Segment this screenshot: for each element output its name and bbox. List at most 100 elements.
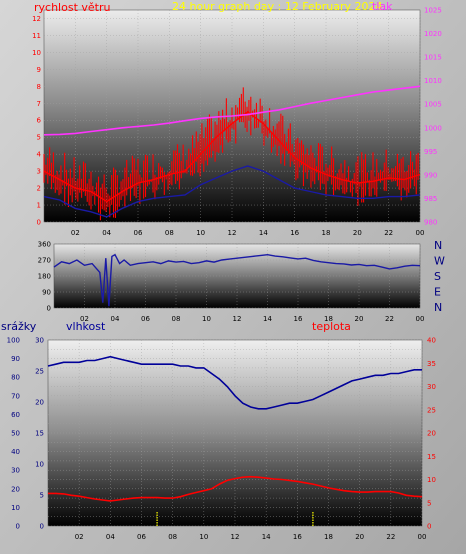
tick-label-wind: 11	[32, 32, 41, 40]
tick-label-rain: 100	[7, 337, 20, 345]
compass-letter: S	[434, 270, 441, 283]
tick-label-hour: 08	[165, 229, 174, 237]
tick-label-pressure: 1020	[424, 30, 442, 38]
tick-label-hour: 10	[199, 533, 208, 541]
tick-label-hour: 02	[71, 229, 80, 237]
tick-label-hour: 00	[416, 229, 425, 237]
tick-label-pressure: 1025	[424, 7, 442, 15]
tick-label-pressure: 980	[424, 219, 437, 227]
tick-label-hour: 20	[355, 315, 364, 323]
tick-label-wind: 7	[37, 100, 41, 108]
tick-label-wind: 0	[37, 219, 41, 227]
tick-label-direction: 360	[38, 241, 51, 249]
tick-label-hour: 06	[134, 229, 143, 237]
tick-label-rain-mm: 0	[40, 523, 44, 531]
tick-label-hour: 02	[80, 315, 89, 323]
tick-label-hour: 22	[385, 315, 394, 323]
tick-label-hour: 16	[293, 533, 302, 541]
wind-average-line	[43, 165, 421, 218]
tick-label-direction: 0	[47, 305, 51, 313]
tick-label-rain-mm: 30	[35, 337, 44, 345]
tick-label-hour: 06	[141, 315, 150, 323]
grid-bottom	[48, 339, 423, 527]
tick-label-hour: 00	[418, 533, 427, 541]
tick-label-rain-mm: 5	[40, 492, 44, 500]
temperature-label: teplota	[312, 320, 351, 333]
tick-label-pressure: 1000	[424, 124, 442, 132]
tick-label-pressure: 1005	[424, 101, 442, 109]
compass-letter: W	[434, 255, 445, 268]
tick-label-hour: 18	[324, 315, 333, 323]
tick-label-hour: 04	[102, 229, 111, 237]
tick-label-hour: 20	[353, 229, 362, 237]
tick-label-rain: 40	[11, 448, 20, 456]
tick-label-rain-mm: 10	[35, 461, 44, 469]
tick-label-rain: 20	[11, 485, 20, 493]
tick-label-rain: 80	[11, 374, 20, 382]
tick-label-pressure: 990	[424, 171, 437, 179]
wind-speed-line	[43, 110, 421, 203]
tick-label-wind: 12	[32, 15, 41, 23]
tick-label-rain: 10	[11, 504, 20, 512]
compass-letter: N	[434, 301, 442, 314]
tick-label-hour: 22	[386, 533, 395, 541]
tick-label-hour: 14	[263, 315, 272, 323]
tick-label-hour: 18	[322, 229, 331, 237]
tick-label-hour: 08	[172, 315, 181, 323]
tick-label-temperature: 40	[427, 337, 436, 345]
tick-label-hour: 14	[259, 229, 268, 237]
tick-label-wind: 5	[37, 134, 41, 142]
compass-letter: N	[434, 239, 442, 252]
tick-label-temperature: 20	[427, 430, 436, 438]
tick-label-hour: 10	[202, 315, 211, 323]
tick-label-rain-mm: 25	[35, 368, 44, 376]
tick-label-wind: 2	[37, 185, 41, 193]
rain-label: srážky	[1, 320, 37, 333]
tick-label-temperature: 10	[427, 476, 436, 484]
tick-label-hour: 16	[294, 315, 303, 323]
tick-label-temperature: 0	[427, 523, 431, 531]
pressure-line	[43, 85, 421, 136]
chart-title: 24 hour graph day : 12 February 2024	[172, 0, 383, 13]
tick-label-wind: 6	[37, 117, 42, 125]
tick-label-wind: 3	[37, 168, 41, 176]
tick-label-hour: 12	[228, 229, 237, 237]
humidity-line	[47, 355, 422, 410]
tick-label-hour: 04	[111, 315, 120, 323]
tick-label-temperature: 15	[427, 453, 436, 461]
tick-label-pressure: 1010	[424, 77, 442, 85]
tick-label-wind: 4	[37, 151, 42, 159]
tick-label-hour: 16	[290, 229, 299, 237]
temperature-line	[48, 475, 423, 502]
tick-label-hour: 22	[384, 229, 393, 237]
tick-label-hour: 02	[75, 533, 84, 541]
tick-label-temperature: 25	[427, 406, 436, 414]
tick-label-hour: 04	[106, 533, 115, 541]
tick-label-pressure: 1015	[424, 54, 442, 62]
pressure-label: tlak	[372, 0, 393, 13]
wind-direction-line	[53, 253, 421, 307]
tick-label-wind: 1	[37, 202, 41, 210]
compass-letter: E	[434, 286, 441, 299]
tick-label-pressure: 985	[424, 195, 437, 203]
ticks-bottom: 0102030405060708090100051015202530051015…	[7, 337, 436, 542]
tick-label-wind: 9	[37, 66, 41, 74]
tick-label-hour: 14	[262, 533, 271, 541]
tick-label-direction: 90	[42, 289, 51, 297]
tick-label-rain-mm: 20	[35, 399, 44, 407]
ticks-direction: 0 90 180 270 360 02 04 06 08 10 12 14 16 18 20 22 00	[38, 241, 425, 324]
tick-label-hour: 06	[137, 533, 146, 541]
tick-label-rain: 70	[11, 392, 20, 400]
tick-label-rain: 50	[11, 430, 20, 438]
tick-label-temperature: 5	[427, 499, 431, 507]
wind-speed-label: rychlost větru	[34, 1, 110, 14]
tick-label-wind: 10	[32, 49, 41, 57]
tick-label-wind: 8	[37, 83, 41, 91]
grid-direction	[54, 243, 421, 309]
tick-label-temperature: 30	[427, 383, 436, 391]
tick-label-pressure: 995	[424, 148, 437, 156]
tick-label-hour: 00	[416, 315, 425, 323]
tick-label-hour: 12	[233, 315, 242, 323]
